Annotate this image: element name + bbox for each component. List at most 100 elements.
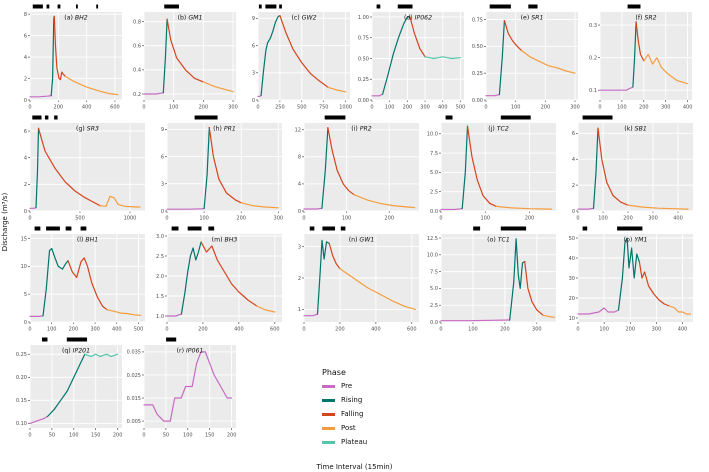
plot-area [578,123,693,211]
y-tick-label: 0 [572,209,575,215]
y-tick-label: 0.10 [16,421,27,427]
legend-key-pre [322,384,335,388]
y-tick-label: 5 [24,292,27,298]
series-falling [524,260,544,316]
y-tick-label: 40 [569,256,575,262]
series-rising [180,241,202,315]
y-tick-label: 0.25 [16,352,27,358]
series-rising [46,353,86,418]
y-tick-label: 0.2 [133,92,141,98]
rain-bars [32,115,58,120]
y-tick-label: 10 [569,316,575,322]
y-tick-label: 10 [21,264,27,270]
x-tick-label: 0 [576,327,579,333]
y-tick-label: 0 [252,98,255,104]
series-pre [29,315,44,318]
series-falling [327,127,355,196]
x-tick-label: 0 [484,105,487,111]
series-post [256,305,276,313]
series-falling [200,241,258,307]
panel-title: (a) BH2 [64,15,87,22]
x-tick-label: 400 [438,105,448,111]
panel-title: (h) PR1 [213,126,236,133]
y-tick-label: 6 [161,154,164,160]
x-tick-label: 200 [198,327,208,333]
x-tick-label: 100 [480,216,490,222]
y-tick-label: 3 [298,244,301,250]
x-tick-label: 250 [275,105,285,111]
rain-bars [171,226,215,231]
y-tick-label: 0.005 [127,419,141,425]
series-rising [592,127,599,210]
series-rising [617,237,641,311]
rain-bars [309,226,346,231]
y-tick-label: 3 [252,71,255,77]
panel-SB1: 0 100 200 300 400 0 2 4 6 (k) SB1 [572,115,693,222]
rain-bars [324,115,346,120]
series-post [520,49,576,74]
rain-bars [445,115,531,120]
x-tick-label: 150 [205,433,215,439]
y-tick-label: 12.5 [427,236,438,242]
y-tick-label: 0.0 [430,209,438,215]
y-tick-label: 2 [24,76,27,82]
panel-title: (i) PR2 [351,126,372,133]
y-tick-label: 0.3 [589,23,597,29]
legend-item-post: Post [322,424,367,432]
y-tick-label: 0.75 [358,36,369,42]
x-tick-label: 0 [28,433,31,439]
panel-IP062: 0 100 200 300 400 500 0.00 0.25 0.50 0.75 1.00 (d) … [358,4,465,111]
y-tick-label: 4 [298,182,301,188]
series-pre [29,415,49,425]
rain-bars [34,226,87,231]
series-post [64,75,119,96]
series-pre [577,207,595,210]
y-tick-label: 1.00 [358,15,369,21]
panel-grid: 0 200 400 600 0 2 4 6 8 (a) BH2 0 100 200 300 0.2 0.4 0.… [12,2,697,441]
x-tick-label: 0 [302,216,305,222]
y-tick-label: 2.0 [156,274,164,280]
series-rising [509,238,526,321]
y-tick-label: 10.0 [427,253,438,259]
panel-title: (d) IP062 [404,15,432,22]
x-tick-label: 200 [500,327,510,333]
x-tick-label: 100 [617,105,627,111]
rain-bars [582,115,613,120]
series-pre [29,207,37,209]
y-tick-label: 0.00 [472,98,483,104]
x-tick-label: 200 [113,433,123,439]
panel-row-4: 0 50 100 150 200 0.10 0.15 0.20 0.25 (q) IP201 0 50… [12,335,697,441]
x-tick-label: 200 [335,327,345,333]
series-pre [29,95,52,98]
y-tick-label: 0.1 [589,88,597,94]
rain-bars [582,226,643,231]
series-plateau [424,56,462,60]
plot-area [486,12,578,100]
series-post [240,202,279,209]
y-tick-label: 0.8 [133,19,141,25]
panel-IP061: 0 50 100 150 200 0.005 0.015 0.025 0.035 (r) IP06… [127,337,236,439]
series-post [202,81,234,93]
y-tick-label: 0 [24,320,27,326]
y-tick-label: 0 [161,209,164,215]
series-post [627,204,689,210]
x-tick-label: 100 [598,216,608,222]
plot-area [441,234,556,322]
y-tick-label: 1 [298,307,301,313]
legend-item-plateau: Plateau [322,438,367,446]
panel-title: (k) SB1 [624,126,647,133]
y-tick-label: 0.4 [133,68,141,74]
y-tick-label: 2.5 [430,190,438,196]
x-tick-label: 0 [439,216,442,222]
panel-title: (n) GW1 [349,237,375,244]
series-rising [498,20,506,96]
x-tick-label: 400 [673,216,683,222]
x-tick-label: 0 [142,105,145,111]
series-rising [461,125,469,210]
y-tick-label: 3 [161,182,164,188]
x-tick-label: 1000 [124,216,137,222]
rain-bars [194,115,218,120]
y-axis-label: Discharge (m³/s) [1,192,9,252]
y-tick-label: 7.5 [430,151,438,157]
series-post [99,195,141,208]
